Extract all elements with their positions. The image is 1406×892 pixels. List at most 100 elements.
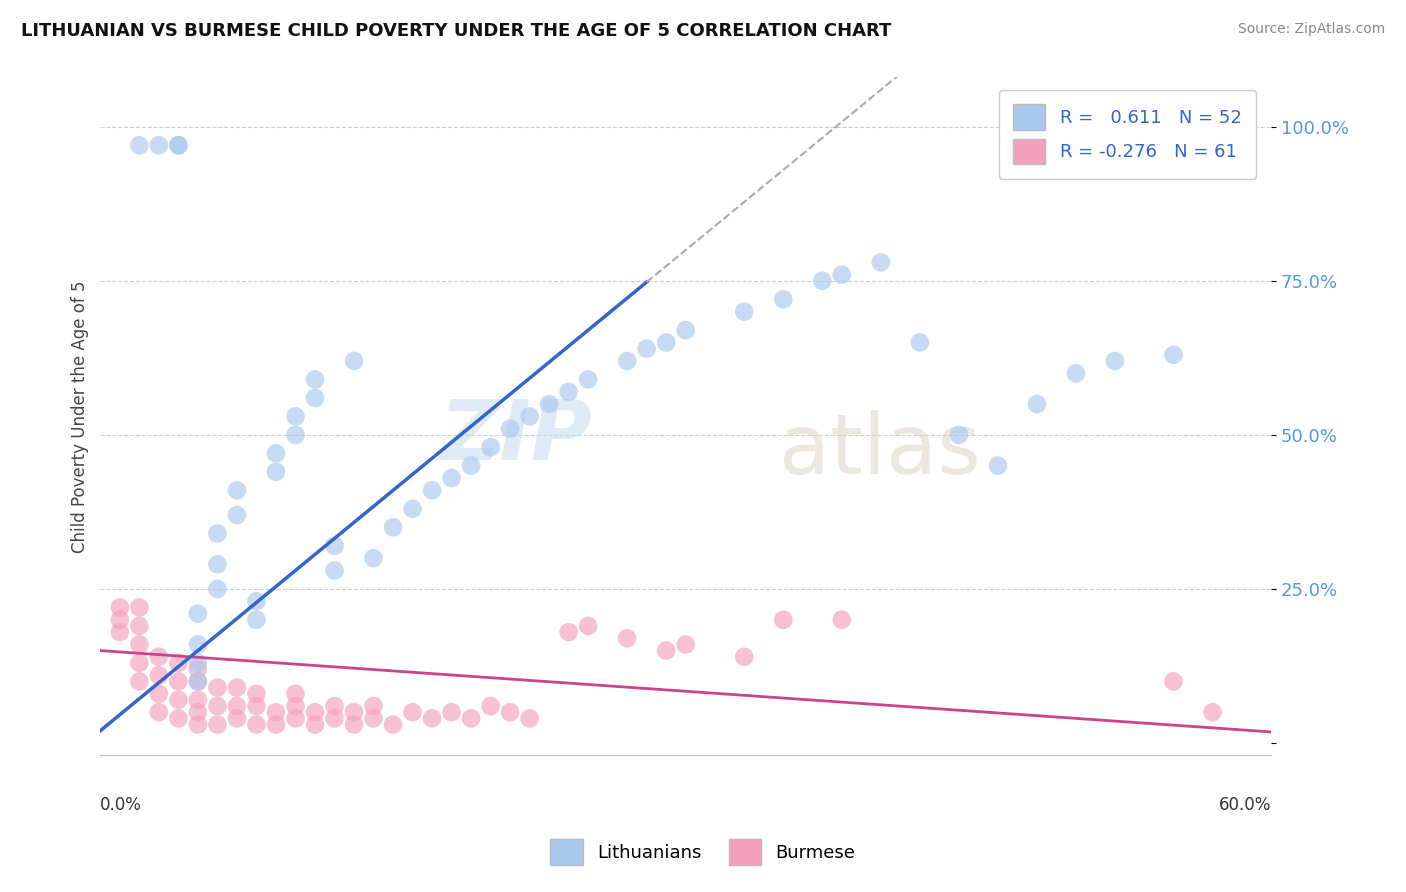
Point [304, 705, 326, 719]
Point [128, 637, 150, 651]
Point [538, 397, 561, 411]
Point [108, 600, 131, 615]
Point [420, 483, 443, 498]
Text: atlas: atlas [779, 409, 981, 491]
Point [987, 458, 1010, 473]
Point [108, 613, 131, 627]
Point [284, 409, 307, 424]
Point [869, 255, 891, 269]
Point [264, 465, 287, 479]
Point [245, 594, 267, 608]
Point [772, 293, 794, 307]
Legend: R =   0.611   N = 52, R = -0.276   N = 61: R = 0.611 N = 52, R = -0.276 N = 61 [998, 90, 1256, 179]
Point [187, 662, 209, 676]
Point [284, 699, 307, 714]
Point [576, 372, 599, 386]
Point [148, 687, 170, 701]
Point [226, 508, 249, 522]
Point [187, 705, 209, 719]
Point [264, 446, 287, 460]
Point [226, 711, 249, 725]
Point [187, 656, 209, 670]
Point [323, 564, 346, 578]
Point [304, 391, 326, 405]
Point [811, 274, 834, 288]
Point [401, 501, 423, 516]
Text: ZIP: ZIP [440, 396, 592, 477]
Point [304, 372, 326, 386]
Point [655, 643, 678, 657]
Point [772, 613, 794, 627]
Point [733, 649, 755, 664]
Point [440, 471, 463, 485]
Point [733, 304, 755, 318]
Point [440, 705, 463, 719]
Point [245, 613, 267, 627]
Point [343, 354, 366, 368]
Point [519, 711, 541, 725]
Point [1163, 348, 1185, 362]
Point [499, 422, 522, 436]
Point [245, 717, 267, 731]
Point [284, 428, 307, 442]
Point [908, 335, 931, 350]
Point [479, 440, 502, 454]
Point [401, 705, 423, 719]
Point [655, 335, 678, 350]
Point [226, 681, 249, 695]
Point [167, 711, 190, 725]
Point [187, 717, 209, 731]
Point [167, 656, 190, 670]
Point [831, 268, 853, 282]
Point [187, 693, 209, 707]
Point [1163, 674, 1185, 689]
Point [226, 699, 249, 714]
Point [460, 458, 482, 473]
Point [207, 717, 229, 731]
Point [576, 619, 599, 633]
Point [148, 138, 170, 153]
Point [343, 717, 366, 731]
Point [207, 699, 229, 714]
Point [499, 705, 522, 719]
Point [187, 637, 209, 651]
Y-axis label: Child Poverty Under the Age of 5: Child Poverty Under the Age of 5 [72, 280, 89, 553]
Point [207, 681, 229, 695]
Point [636, 342, 658, 356]
Point [167, 138, 190, 153]
Point [323, 699, 346, 714]
Point [304, 717, 326, 731]
Point [1064, 366, 1087, 380]
Point [226, 483, 249, 498]
Point [284, 687, 307, 701]
Point [948, 428, 970, 442]
Point [363, 711, 385, 725]
Point [148, 649, 170, 664]
Point [363, 551, 385, 566]
Point [128, 600, 150, 615]
Point [460, 711, 482, 725]
Text: 60.0%: 60.0% [1219, 796, 1271, 814]
Point [148, 668, 170, 682]
Point [557, 625, 579, 640]
Point [264, 705, 287, 719]
Point [167, 693, 190, 707]
Point [1026, 397, 1049, 411]
Point [207, 582, 229, 596]
Point [1201, 705, 1223, 719]
Point [128, 138, 150, 153]
Point [557, 384, 579, 399]
Legend: Lithuanians, Burmese: Lithuanians, Burmese [541, 830, 865, 874]
Point [264, 717, 287, 731]
Point [148, 705, 170, 719]
Point [831, 613, 853, 627]
Point [675, 323, 697, 337]
Point [382, 520, 405, 534]
Point [245, 687, 267, 701]
Point [187, 674, 209, 689]
Point [207, 558, 229, 572]
Point [323, 539, 346, 553]
Point [167, 674, 190, 689]
Point [519, 409, 541, 424]
Point [167, 138, 190, 153]
